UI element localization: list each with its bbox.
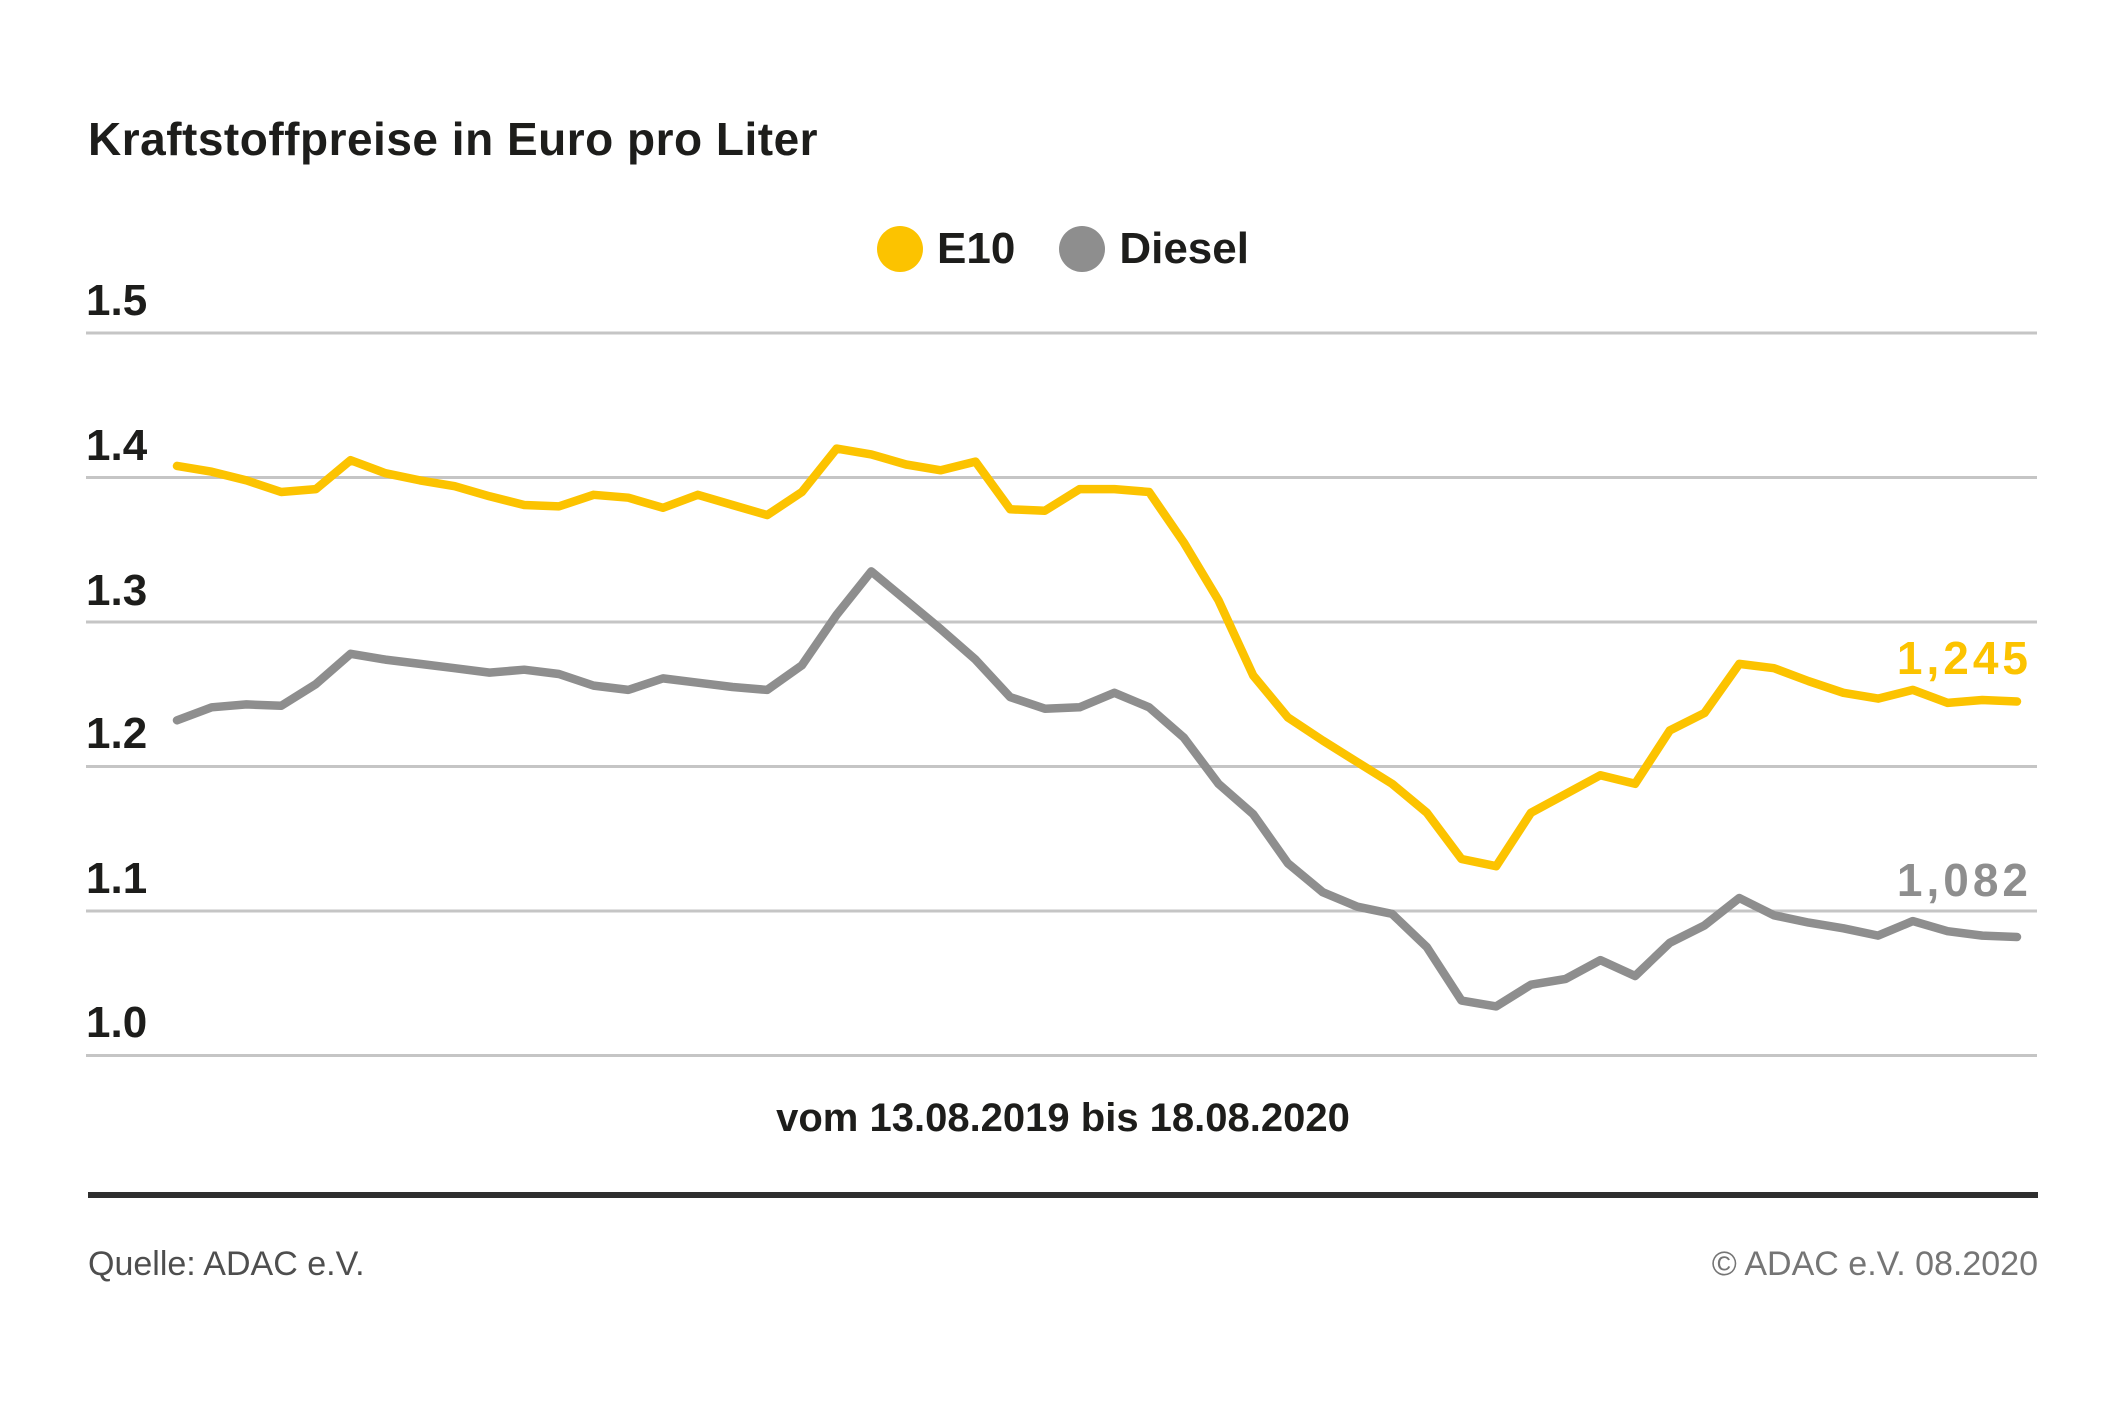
diesel-legend-label: Diesel: [1119, 224, 1249, 273]
y-axis-tick-1-4: 1.4: [86, 421, 148, 470]
e10-legend-label: E10: [937, 224, 1016, 273]
y-axis-tick-1-5: 1.5: [86, 276, 148, 325]
page-title: Kraftstoffpreise in Euro pro Liter: [88, 113, 819, 165]
legend-item-e10: E10: [877, 224, 1015, 274]
y-axis-tick-1-2: 1.2: [86, 709, 148, 758]
e10-end-value-label: 1,245: [1896, 632, 2032, 684]
footer-source-text: Quelle: ADAC e.V.: [88, 1245, 365, 1283]
diesel-legend-dot-icon: [1059, 226, 1106, 272]
footer-copyright-text: © ADAC e.V. 08.2020: [1711, 1245, 2038, 1283]
y-axis-tick-1-3: 1.3: [86, 566, 148, 615]
legend-item-diesel: Diesel: [1059, 224, 1249, 274]
footer-divider: [88, 1192, 2038, 1198]
diesel-price-line: [172, 567, 2022, 1011]
e10-price-line: [172, 444, 2022, 871]
x-axis-caption: vom 13.08.2019 bis 18.08.2020: [776, 1096, 1350, 1140]
diesel-end-value-label: 1,082: [1896, 854, 2032, 906]
y-axis-tick-1-0: 1.0: [86, 998, 148, 1047]
e10-legend-dot-icon: [877, 226, 924, 272]
y-axis-tick-1-1: 1.1: [86, 854, 148, 903]
chart-legend: E10 Diesel: [0, 224, 2126, 274]
